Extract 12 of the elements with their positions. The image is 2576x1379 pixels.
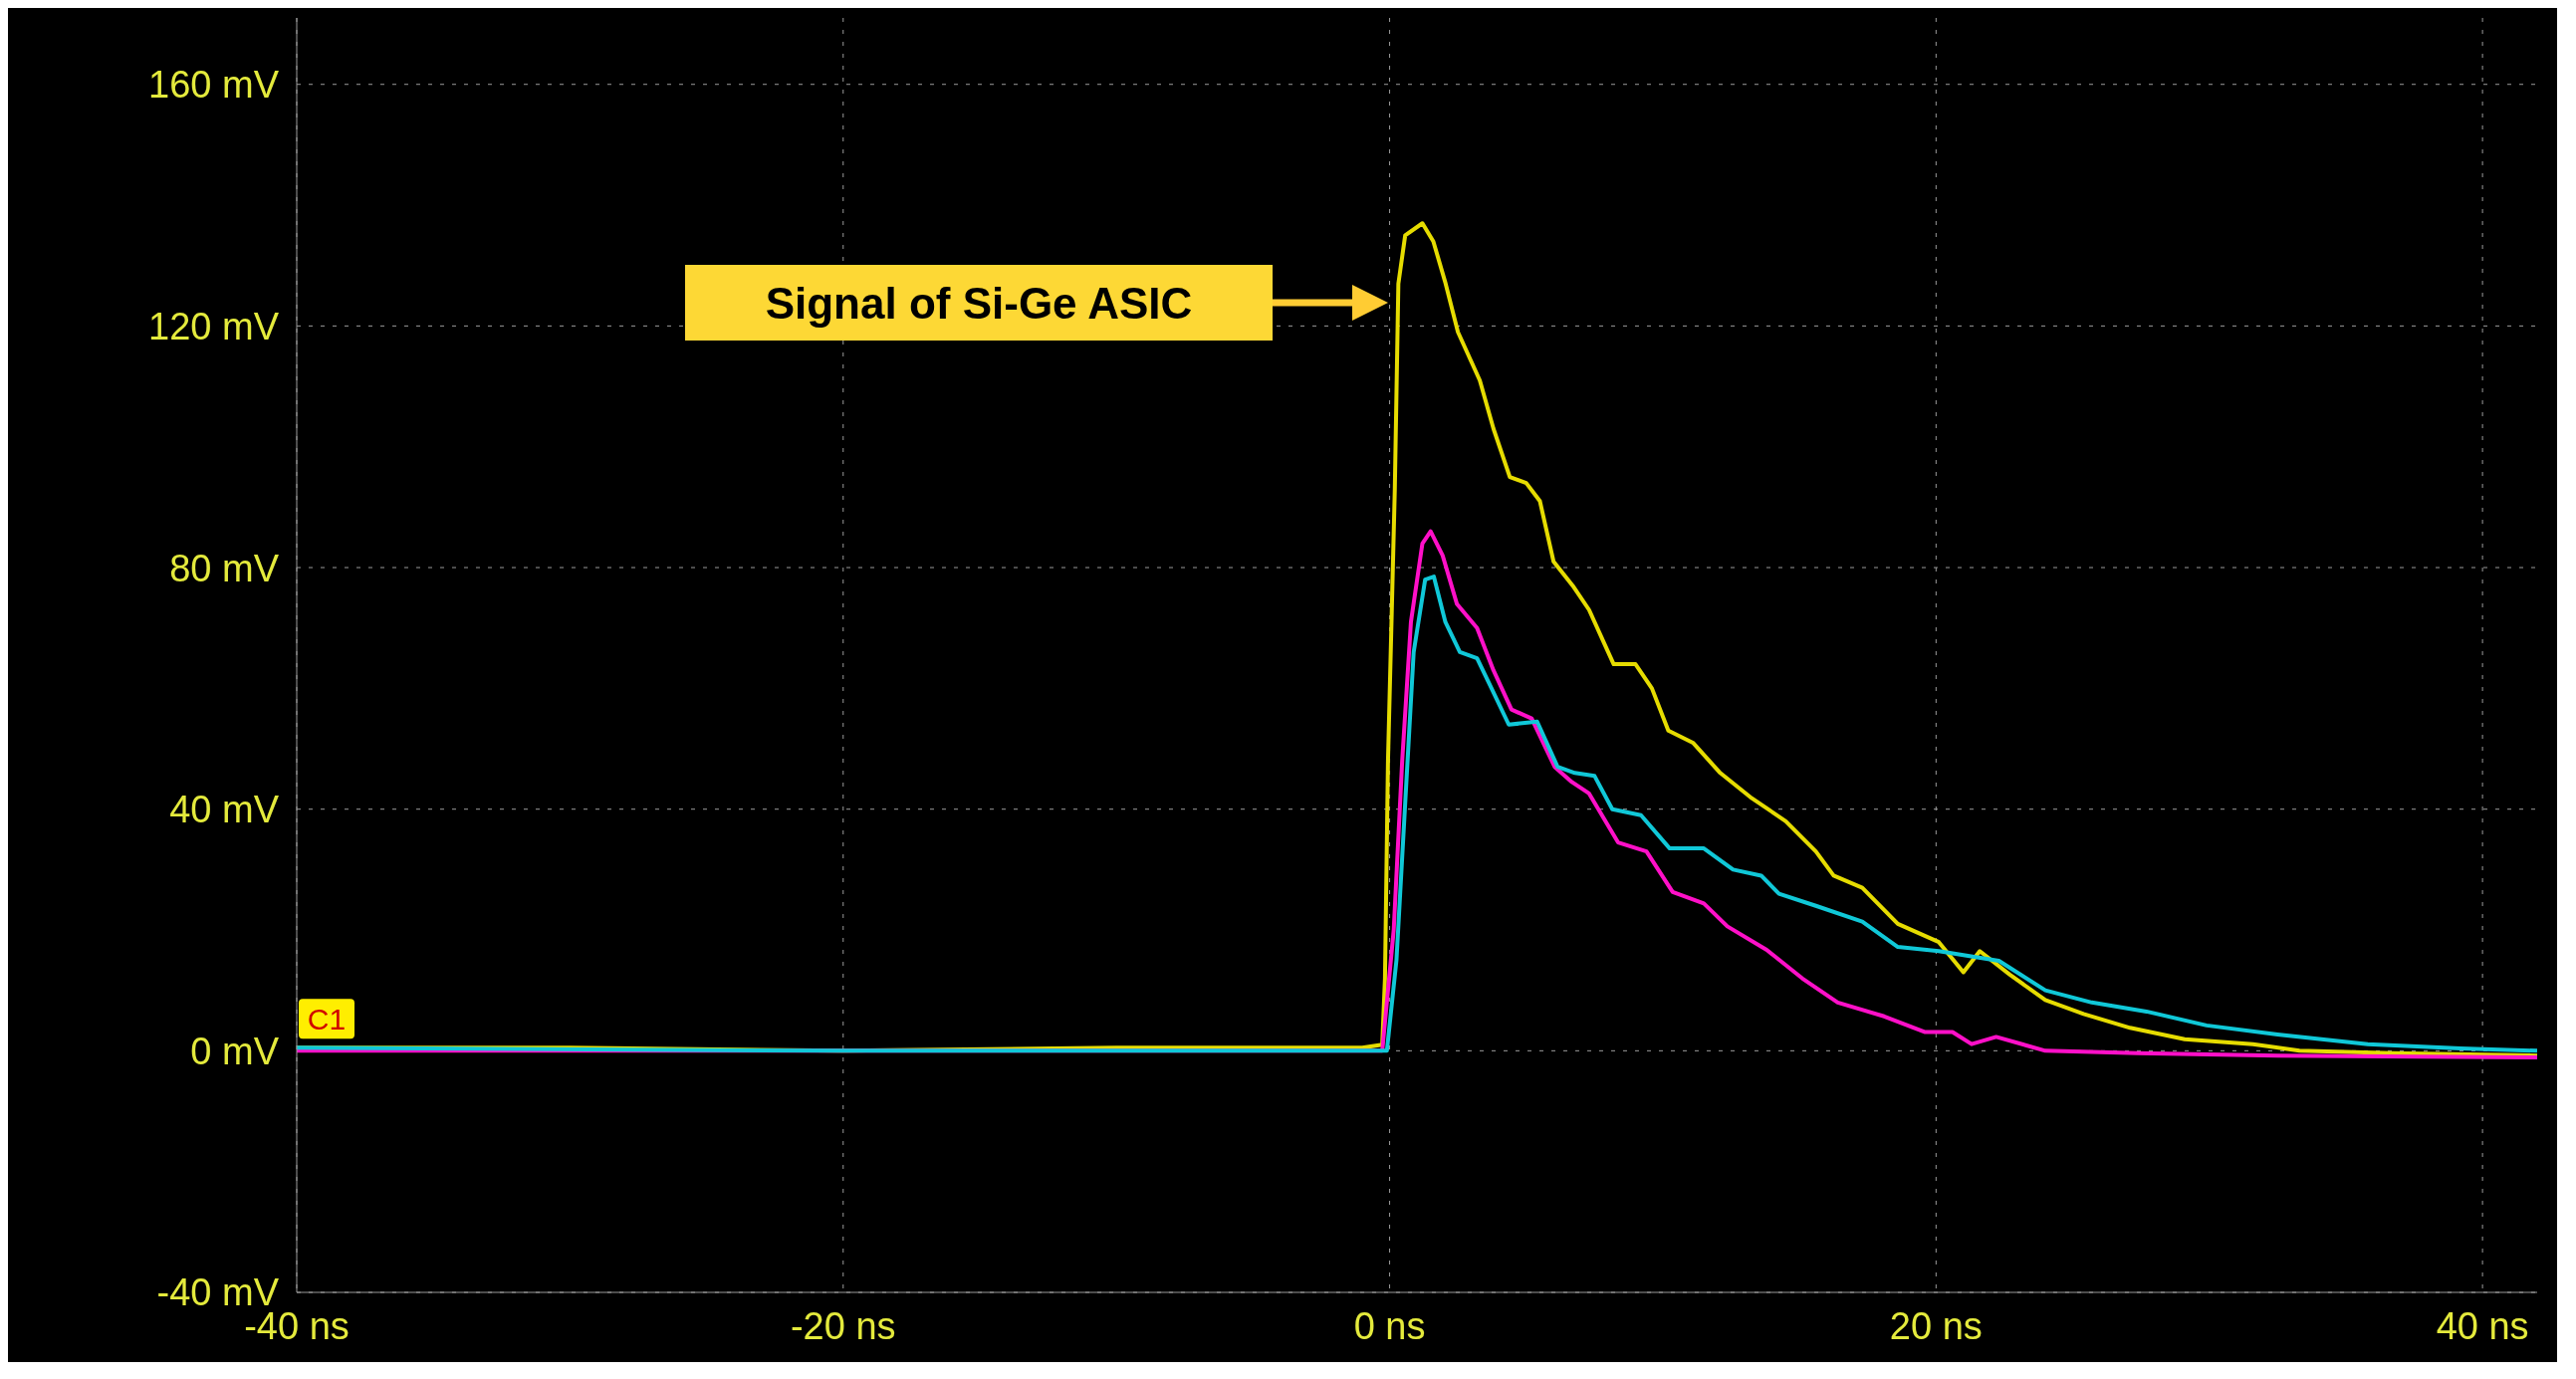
x-tick-label: 20 ns [1889,1304,1983,1347]
x-tick-label: -40 ns [244,1304,350,1347]
y-tick-label: 40 mV [169,789,280,831]
annotation: Signal of Si-Ge ASIC [765,278,1193,328]
y-tick-label: 80 mV [169,547,280,589]
y-tick-label: 0 mV [190,1030,280,1072]
x-tick-label: 0 ns [1353,1304,1426,1347]
annotation: C1 [307,1002,347,1035]
x-tick-label: -20 ns [790,1304,896,1347]
y-tick-label: 160 mV [148,64,280,107]
y-tick-label: 120 mV [148,305,280,347]
x-tick-label: 40 ns [2436,1304,2529,1347]
